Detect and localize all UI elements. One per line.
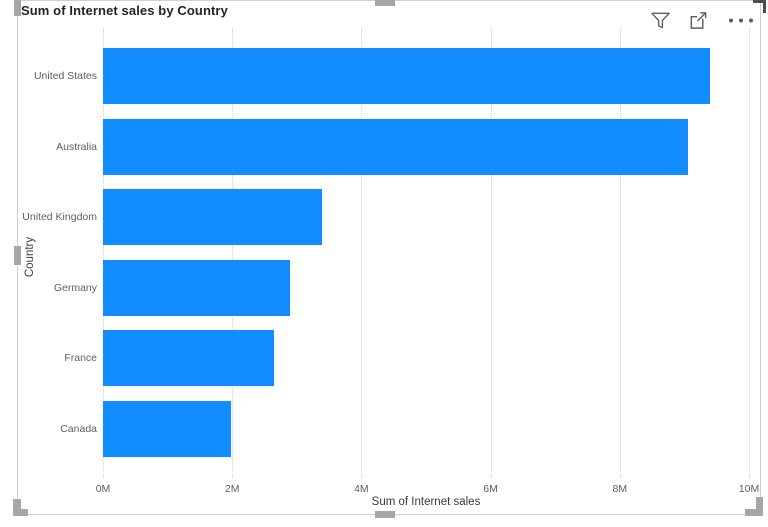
- x-tick-label: 2M: [224, 483, 240, 495]
- gridline-0M: [103, 28, 104, 478]
- resize-handle-top-right-h[interactable]: [753, 0, 766, 3]
- more-options-icon[interactable]: [724, 9, 758, 31]
- resize-handle-top-left[interactable]: [14, 0, 21, 16]
- gridline-10M: [749, 28, 750, 478]
- y-axis-category-label: Australia: [56, 140, 97, 153]
- bar-row: Canada: [0, 393, 768, 464]
- y-axis-category-label: France: [64, 352, 97, 364]
- resize-handle-bottom-right-v[interactable]: [756, 497, 763, 515]
- bar-united-states[interactable]: [103, 48, 710, 104]
- visual-header-toolbar: [648, 9, 758, 31]
- focus-mode-icon[interactable]: [686, 9, 710, 31]
- resize-handle-bottom-right-h[interactable]: [745, 509, 763, 516]
- bar-row: Germany: [0, 252, 768, 323]
- resize-handle-bottom[interactable]: [375, 511, 395, 518]
- gridline-6M: [490, 28, 492, 478]
- bar-germany[interactable]: [103, 259, 290, 316]
- y-axis-category-label: Canada: [60, 422, 97, 435]
- x-tick-label: 8M: [612, 483, 628, 495]
- x-tick-label: 4M: [354, 483, 369, 495]
- y-axis-category-label: Germany: [53, 281, 97, 294]
- gridline-4M: [361, 28, 363, 478]
- resize-handle-top-right-v[interactable]: [763, 0, 766, 13]
- bar-row: France: [0, 323, 768, 394]
- visual-title: Sum of Internet sales by Country: [21, 3, 228, 18]
- gridline-2M: [232, 28, 234, 478]
- resize-handle-top[interactable]: [375, 0, 395, 6]
- y-axis-category-label: United States: [33, 70, 97, 82]
- bar-australia[interactable]: [103, 118, 689, 175]
- y-axis-title: Country: [24, 236, 36, 278]
- bar-row: United Kingdom: [0, 182, 768, 253]
- resize-handle-left[interactable]: [14, 246, 21, 265]
- x-axis-title: Sum of Internet sales: [371, 496, 481, 508]
- bar-row: United States: [0, 41, 768, 112]
- x-tick-label: 10M: [738, 483, 760, 495]
- filter-icon[interactable]: [648, 9, 672, 31]
- x-tick-label: 6M: [483, 483, 498, 495]
- resize-handle-bottom-left-h[interactable]: [13, 509, 28, 516]
- bar-canada[interactable]: [103, 400, 231, 457]
- bar-france[interactable]: [103, 330, 274, 386]
- y-axis-category-label: United Kingdom: [22, 211, 97, 223]
- gridline-8M: [619, 28, 621, 478]
- resize-handle-bottom-left-v[interactable]: [13, 499, 21, 516]
- bar-row: Australia: [0, 111, 768, 182]
- bar-united-kingdom[interactable]: [103, 189, 322, 245]
- x-tick-label: 0M: [95, 483, 111, 495]
